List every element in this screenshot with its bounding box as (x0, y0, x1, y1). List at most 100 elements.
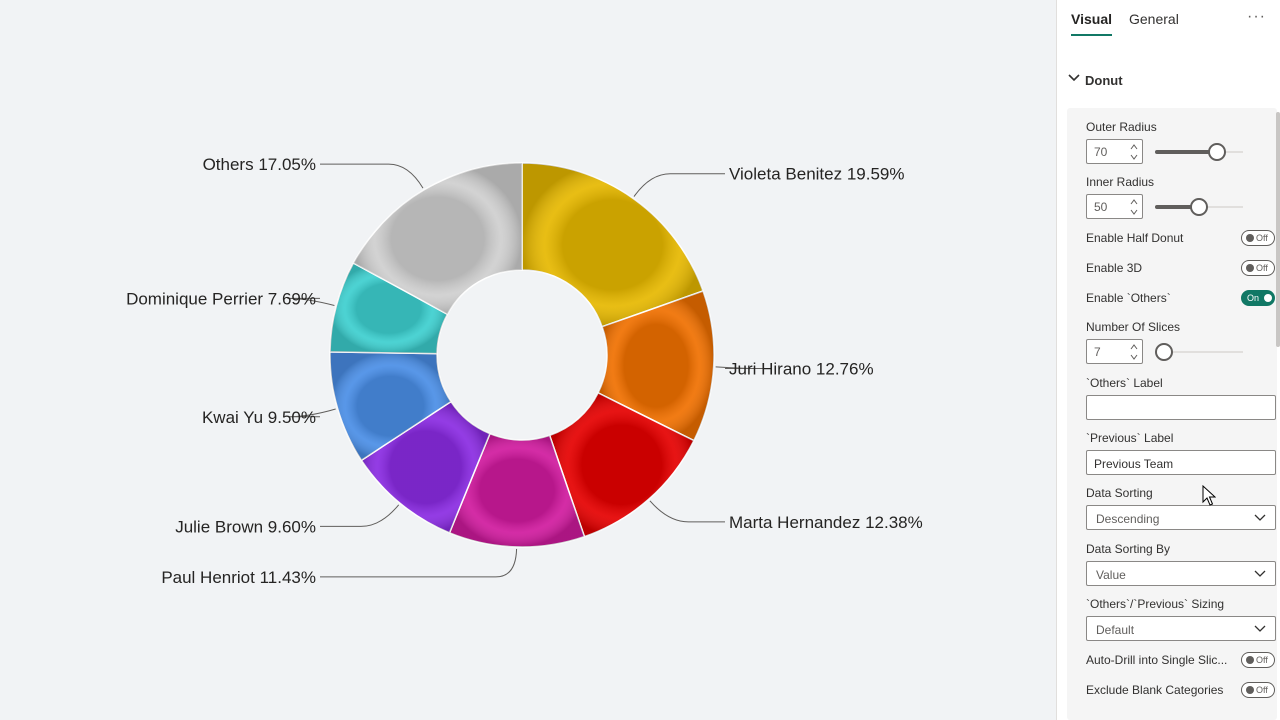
slider-thumb[interactable] (1190, 198, 1208, 216)
data-label-category: Juri Hirano (729, 360, 816, 379)
data-sorting-value: Descending (1096, 512, 1160, 526)
chevron-down-icon (1254, 625, 1266, 632)
outer-radius-label: Outer Radius (1086, 120, 1157, 134)
data-label-category: Paul Henriot (161, 568, 259, 587)
enable-half-donut-label: Enable Half Donut (1086, 231, 1184, 245)
data-label-category: Kwai Yu (202, 408, 268, 427)
auto-drill-toggle[interactable]: Off (1241, 652, 1275, 668)
enable-3d-toggle[interactable]: Off (1241, 260, 1275, 276)
donut-chart[interactable]: Violeta Benitez 19.59% Juri Hirano 12.76%… (0, 0, 1056, 720)
others-label-label: `Others` Label (1086, 376, 1163, 390)
data-label-category: Dominique Perrier (126, 289, 268, 308)
others-label-input[interactable] (1086, 395, 1276, 420)
leader-line (320, 504, 400, 527)
decrement-icon[interactable] (1130, 153, 1138, 161)
data-label: Juri Hirano 12.76% (729, 360, 874, 379)
data-label: Marta Hernandez 12.38% (729, 513, 923, 532)
number-of-slices-input[interactable]: 7 (1086, 339, 1143, 364)
outer-radius-value: 70 (1094, 145, 1108, 159)
decrement-icon[interactable] (1130, 208, 1138, 216)
data-label-value: 11.43% (260, 568, 316, 587)
leader-line (287, 297, 335, 306)
data-label: Others 17.05% (203, 155, 316, 174)
pane-tabs: Visual General ··· (1057, 0, 1280, 44)
toggle-state: Off (1256, 263, 1268, 273)
number-of-slices-value: 7 (1094, 345, 1101, 359)
toggle-knob (1246, 656, 1254, 664)
data-label: Paul Henriot 11.43% (161, 568, 316, 587)
toggle-state: On (1247, 293, 1260, 303)
data-label-value: 9.50% (268, 408, 316, 427)
data-label-value: 9.60% (268, 517, 316, 536)
slider-fill (1155, 150, 1217, 154)
outer-radius-slider[interactable] (1155, 142, 1243, 162)
slider-track (1155, 351, 1243, 353)
pane-scrollbar[interactable] (1276, 112, 1280, 347)
data-label-value: 17.05% (258, 155, 316, 174)
data-label-category: Others (203, 155, 259, 174)
donut-section-header[interactable]: Donut (1057, 62, 1280, 98)
data-label: Violeta Benitez 19.59% (729, 165, 905, 184)
chevron-down-icon (1254, 514, 1266, 521)
data-sorting-label: Data Sorting (1086, 486, 1153, 500)
inner-radius-slider[interactable] (1155, 197, 1243, 217)
data-label-value: 19.59% (847, 165, 905, 184)
number-of-slices-slider[interactable] (1155, 342, 1243, 362)
tab-general[interactable]: General (1129, 11, 1179, 27)
data-label-category: Julie Brown (175, 517, 268, 536)
previous-label-input[interactable]: Previous Team (1086, 450, 1276, 475)
slider-thumb[interactable] (1208, 143, 1226, 161)
enable-half-donut-toggle[interactable]: Off (1241, 230, 1275, 246)
increment-icon[interactable] (1130, 343, 1138, 351)
section-title: Donut (1085, 73, 1123, 88)
chevron-down-icon (1254, 570, 1266, 577)
more-options-icon[interactable]: ··· (1247, 8, 1266, 25)
outer-radius-input[interactable]: 70 (1086, 139, 1143, 164)
previous-label-label: `Previous` Label (1086, 431, 1174, 445)
inner-radius-label: Inner Radius (1086, 175, 1155, 189)
leader-line (288, 408, 336, 418)
toggle-knob (1246, 264, 1254, 272)
data-label: Kwai Yu 9.50% (202, 408, 316, 427)
decrement-icon[interactable] (1130, 353, 1138, 361)
data-sorting-by-dropdown[interactable]: Value (1086, 561, 1276, 586)
sizing-value: Default (1096, 623, 1135, 637)
exclude-blank-label: Exclude Blank Categories (1086, 683, 1224, 697)
data-sorting-dropdown[interactable]: Descending (1086, 505, 1276, 530)
toggle-knob (1246, 686, 1254, 694)
toggle-state: Off (1256, 685, 1268, 695)
exclude-blank-toggle[interactable]: Off (1241, 682, 1275, 698)
leader-line (320, 163, 424, 189)
donut-chart-svg: Violeta Benitez 19.59% Juri Hirano 12.76%… (126, 155, 923, 587)
active-tab-indicator (1071, 34, 1112, 36)
slider-thumb[interactable] (1155, 343, 1173, 361)
enable-others-label: Enable `Others` (1086, 291, 1171, 305)
sizing-dropdown[interactable]: Default (1086, 616, 1276, 641)
data-label-value: 12.76% (816, 360, 874, 379)
toggle-state: Off (1256, 233, 1268, 243)
enable-others-toggle[interactable]: On (1241, 290, 1275, 306)
sizing-label: `Others`/`Previous` Sizing (1086, 597, 1225, 611)
data-label-category: Marta Hernandez (729, 513, 865, 532)
leader-line (649, 500, 725, 523)
donut-settings-card: Outer Radius 70 Inner Radius 50 Enable H… (1067, 108, 1277, 720)
auto-drill-label: Auto-Drill into Single Slic... (1086, 653, 1228, 667)
data-label-value: 12.38% (865, 513, 923, 532)
increment-icon[interactable] (1130, 143, 1138, 151)
number-of-slices-label: Number Of Slices (1086, 320, 1181, 334)
inner-radius-input[interactable]: 50 (1086, 194, 1143, 219)
mouse-cursor-icon (1202, 485, 1216, 506)
increment-icon[interactable] (1130, 198, 1138, 206)
slider-fill (1155, 205, 1199, 209)
toggle-knob (1264, 294, 1272, 302)
tab-visual[interactable]: Visual (1071, 11, 1112, 27)
toggle-knob (1246, 234, 1254, 242)
leader-line (715, 366, 764, 370)
data-sorting-by-value: Value (1096, 568, 1126, 582)
leader-line (633, 173, 725, 197)
enable-3d-label: Enable 3D (1086, 261, 1143, 275)
chevron-down-icon (1068, 74, 1080, 82)
inner-radius-value: 50 (1094, 200, 1108, 214)
data-label: Julie Brown 9.60% (175, 517, 316, 536)
data-label: Dominique Perrier 7.69% (126, 289, 316, 308)
